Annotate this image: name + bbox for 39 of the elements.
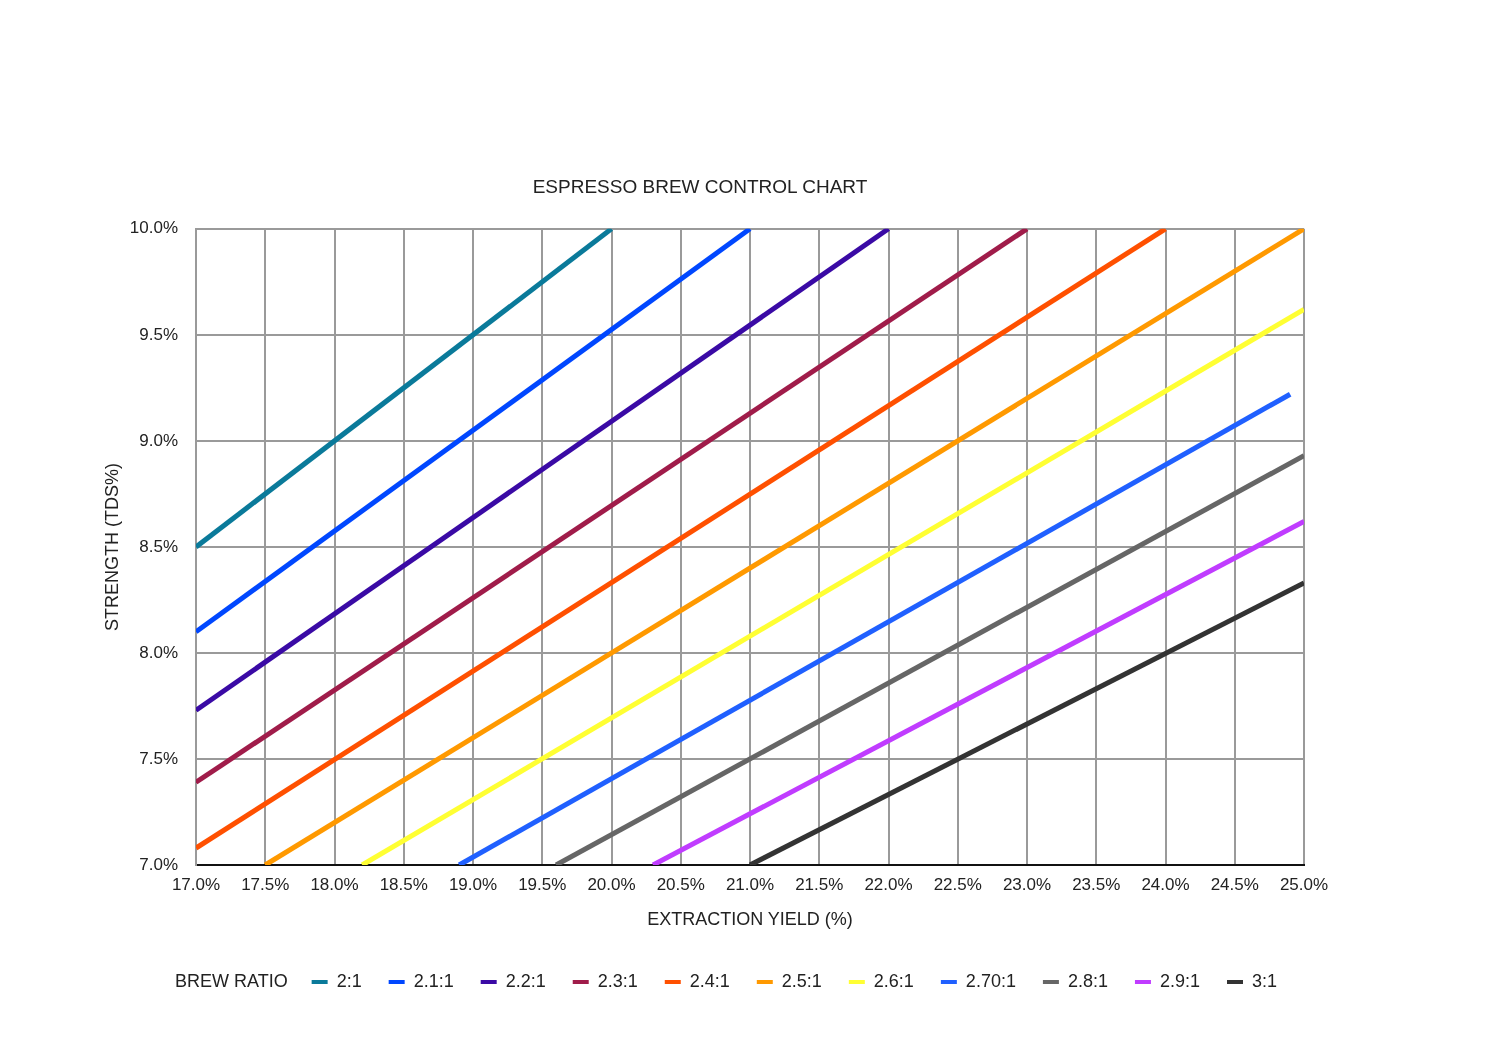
legend-label: 2.6:1 [873, 970, 914, 991]
y-axis-title: STRENGTH (TDS%) [101, 462, 122, 631]
legend-label: 2:1 [336, 970, 362, 991]
legend-label: 2.5:1 [781, 970, 822, 991]
legend-label: 2.3:1 [597, 970, 638, 991]
x-tick-label: 17.0% [171, 874, 221, 894]
x-tick-label: 24.0% [1141, 874, 1190, 894]
y-tick-label: 9.5% [139, 324, 178, 344]
y-tick-label: 8.0% [139, 642, 178, 662]
x-axis-title: EXTRACTION YIELD (%) [647, 909, 853, 930]
y-tick-label: 7.5% [139, 748, 178, 768]
x-tick-label: 21.5% [795, 874, 844, 894]
x-tick-label: 20.5% [656, 874, 705, 894]
legend-title: BREW RATIO [174, 970, 288, 991]
y-tick-label: 9.0% [139, 430, 178, 450]
x-tick-label: 21.0% [725, 874, 775, 894]
x-tick-label: 22.0% [864, 874, 913, 894]
y-tick-label: 7.0% [139, 854, 178, 874]
x-tick-label: 17.5% [241, 874, 290, 894]
legend-label: 3:1 [1251, 970, 1278, 991]
x-tick-label: 18.0% [310, 874, 359, 894]
y-tick-label: 10.0% [129, 218, 178, 238]
legend-label: 2.9:1 [1159, 970, 1200, 991]
legend-label: 2.1:1 [413, 970, 454, 991]
chart-title: ESPRESSO BREW CONTROL CHART [532, 175, 868, 197]
x-tick-label: 25.0% [1279, 874, 1329, 894]
x-tick-label: 20.0% [587, 874, 636, 894]
x-tick-label: 19.0% [448, 874, 498, 894]
legend-label: 2.2:1 [505, 970, 546, 991]
x-tick-label: 23.5% [1072, 874, 1121, 894]
y-tick-label: 8.5% [139, 536, 178, 556]
x-tick-label: 18.5% [379, 874, 428, 894]
x-tick-label: 19.5% [518, 874, 567, 894]
x-tick-label: 22.5% [933, 874, 982, 894]
x-tick-label: 23.0% [1002, 874, 1052, 894]
legend-label: 2.8:1 [1067, 970, 1108, 991]
legend-label: 2.70:1 [965, 970, 1016, 991]
legend-label: 2.4:1 [689, 970, 730, 991]
x-tick-label: 24.5% [1210, 874, 1259, 894]
